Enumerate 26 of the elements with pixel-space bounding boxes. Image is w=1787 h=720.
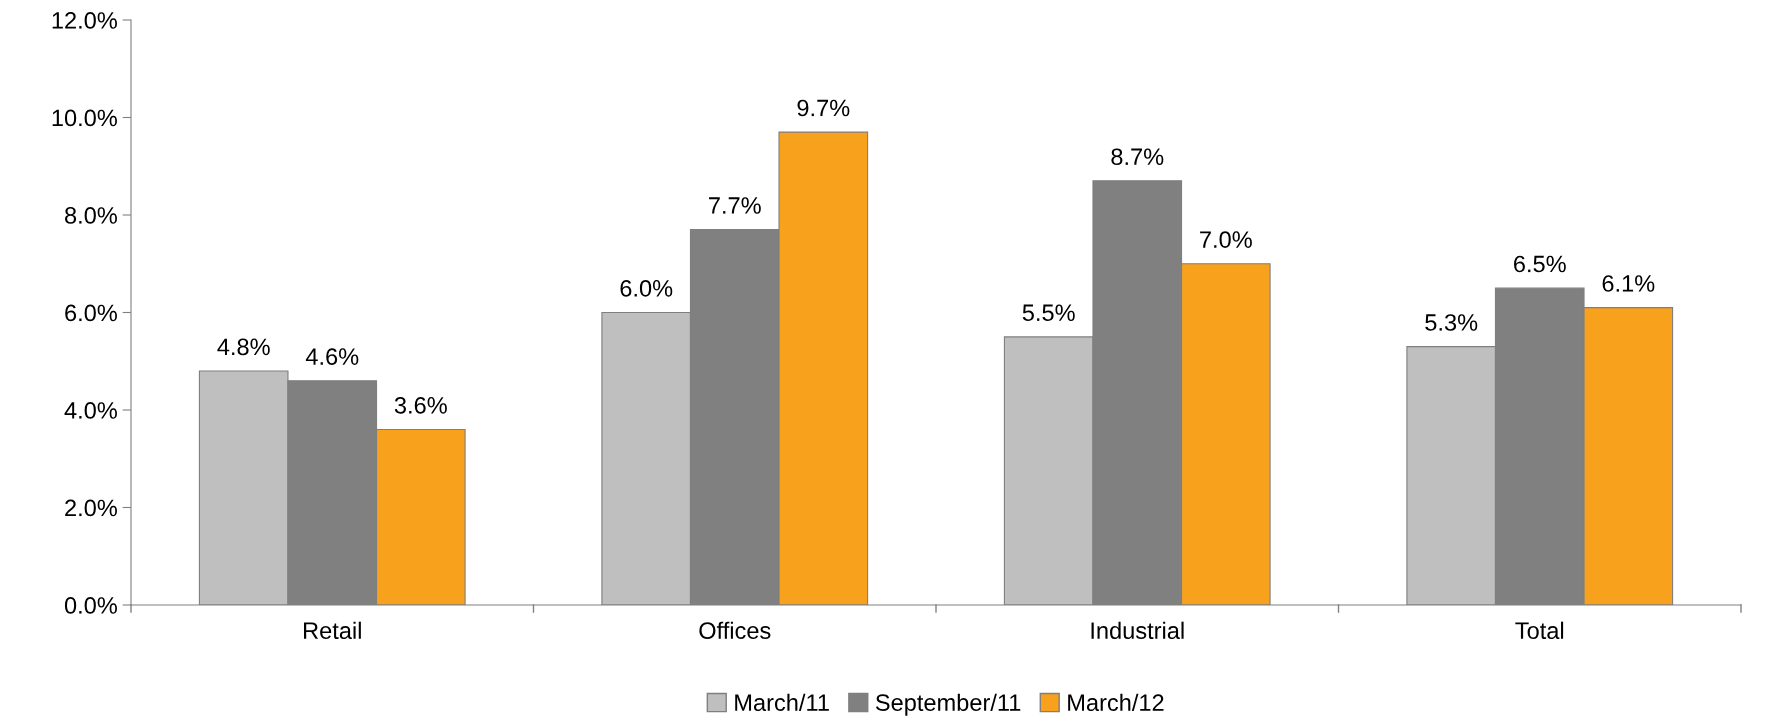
- data-label: 7.0%: [1200, 231, 1252, 248]
- data-label: 5.5%: [1022, 304, 1075, 322]
- data-label: 4.6%: [305, 348, 359, 365]
- x-tick-label: Offices: [699, 621, 771, 640]
- y-tick-label: 0.0%: [64, 597, 117, 614]
- legend-label: September/11: [875, 693, 1021, 716]
- data-label: 7.7%: [709, 197, 761, 214]
- data-label: 8.7%: [1111, 148, 1164, 166]
- y-tick-label: 12.0%: [52, 12, 117, 29]
- x-tick-label: Retail: [304, 621, 361, 640]
- legend-label: March/12: [1068, 693, 1164, 711]
- y-tick-label: 8.0%: [65, 207, 117, 224]
- data-label: 9.7%: [797, 99, 850, 117]
- y-tick-label: 4.0%: [64, 402, 117, 419]
- data-label: 6.1%: [1602, 275, 1655, 292]
- y-tick-label: 6.0%: [65, 304, 117, 322]
- y-tick-label: 2.0%: [65, 499, 117, 517]
- data-label: 6.5%: [1514, 255, 1566, 273]
- y-tick-label: 10.0%: [52, 109, 117, 127]
- x-tick-label: Total: [1515, 621, 1564, 640]
- x-tick-label: Industrial: [1091, 621, 1184, 640]
- data-label: 4.8%: [217, 338, 270, 356]
- legend-label: March/11: [735, 693, 829, 711]
- data-label: 5.3%: [1425, 314, 1478, 331]
- data-label: 3.6%: [394, 397, 447, 414]
- data-label: 6.0%: [620, 280, 673, 297]
